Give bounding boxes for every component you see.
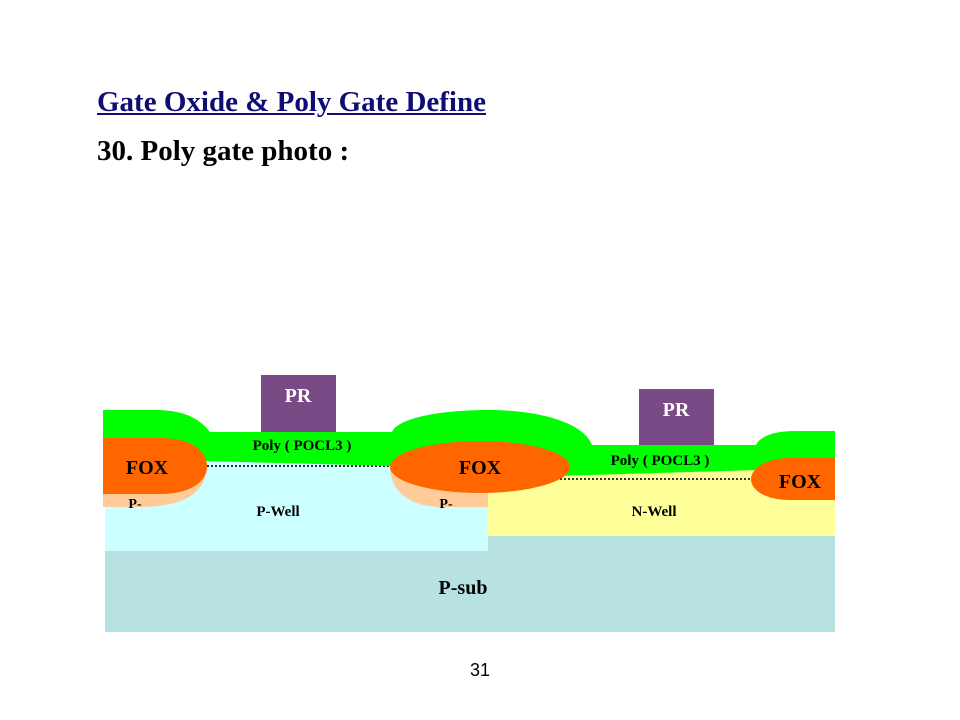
p-minus-left-label: P-: [128, 497, 142, 512]
fox-center-region: [390, 441, 570, 493]
fox-left-region: [103, 438, 207, 494]
fox-left-label: FOX: [126, 457, 169, 479]
page-number: 31: [469, 660, 491, 680]
pr-right-label: PR: [663, 399, 690, 421]
n-well-label: N-Well: [632, 504, 677, 520]
poly-right-label: Poly ( POCL3 ): [611, 453, 710, 469]
p-well-label: P-Well: [256, 504, 299, 520]
p-minus-center-label: P-: [439, 497, 453, 512]
fox-right-label: FOX: [779, 471, 822, 493]
pr-left-block: [261, 375, 336, 432]
p-sub-label: P-sub: [439, 577, 488, 599]
fox-center-label: FOX: [459, 457, 502, 479]
pr-right-block: [639, 389, 714, 445]
slide-subtitle: 30. Poly gate photo :: [97, 135, 350, 167]
pr-left-label: PR: [285, 385, 312, 407]
fox-right-region: [751, 458, 835, 500]
slide-title: Gate Oxide & Poly Gate Define: [97, 86, 486, 118]
poly-left-label: Poly ( POCL3 ): [253, 438, 352, 454]
